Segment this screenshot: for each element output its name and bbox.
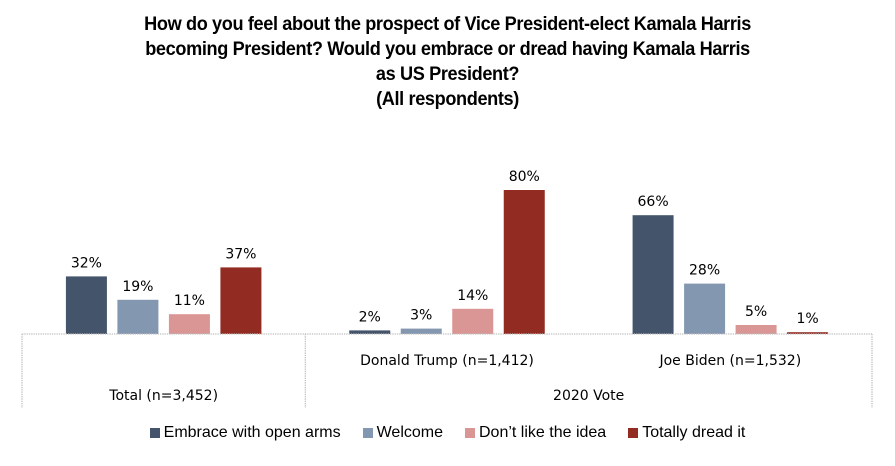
bars-layer xyxy=(65,190,829,334)
legend-label: Don’t like the idea xyxy=(479,424,607,441)
category-label: Joe Biden (n=1,532) xyxy=(658,353,801,369)
data-label: 37% xyxy=(225,246,256,262)
data-label: 19% xyxy=(122,279,153,295)
data-label: 80% xyxy=(509,169,540,185)
data-label: 66% xyxy=(638,194,669,210)
data-label: 28% xyxy=(689,263,720,279)
data-labels-layer: 32% 19% 11% 37% 2% 3% 14% 80% 66% 28% 5% 1% xyxy=(71,169,819,327)
legend-swatch xyxy=(149,428,160,438)
bar-totally-dread-it xyxy=(220,267,262,334)
data-label: 2% xyxy=(359,309,381,325)
category-label: Donald Trump (n=1,412) xyxy=(360,353,534,369)
category-group-label: 2020 Vote xyxy=(553,388,624,404)
chart-title-line: How do you feel about the prospect of Vi… xyxy=(144,13,751,35)
legend-label: Embrace with open arms xyxy=(163,424,341,441)
data-label: 32% xyxy=(71,255,102,271)
bar-don-t-like-the-idea xyxy=(452,308,494,334)
bar-don-t-like-the-idea xyxy=(735,325,777,334)
bar-totally-dread-it xyxy=(787,332,829,334)
data-label: 14% xyxy=(457,288,488,304)
legend-item-totally-dread-it: Totally dread it xyxy=(628,424,745,442)
chart-title-line: becoming President? Would you embrace or… xyxy=(145,38,750,60)
bar-don-t-like-the-idea xyxy=(168,314,210,334)
legend-item-embrace-with-open-arms: Embrace with open arms xyxy=(149,424,341,442)
chart-title-line: as US President? xyxy=(375,63,520,85)
legend-label: Welcome xyxy=(376,424,443,441)
bar-embrace-with-open-arms xyxy=(65,276,107,334)
legend-item-welcome: Welcome xyxy=(362,424,443,442)
category-axis: Total (n=3,452) Donald Trump (n=1,412) Joe… xyxy=(21,333,873,408)
category-label: Total (n=3,452) xyxy=(108,388,218,404)
data-label: 5% xyxy=(745,304,767,320)
legend-swatch xyxy=(465,428,475,438)
legend-swatch xyxy=(362,428,373,438)
chart-title-line: (All respondents) xyxy=(376,88,519,110)
bar-totally-dread-it xyxy=(503,190,545,334)
data-label: 1% xyxy=(796,311,818,327)
bar-welcome xyxy=(400,328,442,334)
data-label: 11% xyxy=(174,293,205,309)
legend-item-don-t-like-the-idea: Don’t like the idea xyxy=(465,424,606,442)
chart-title: How do you feel about the prospect of Vi… xyxy=(31,12,863,112)
bar-welcome xyxy=(117,299,159,334)
legend-label: Totally dread it xyxy=(642,424,746,441)
bar-embrace-with-open-arms xyxy=(349,330,391,334)
bar-welcome xyxy=(684,283,726,334)
data-label: 3% xyxy=(410,308,432,324)
bar-embrace-with-open-arms xyxy=(632,215,674,334)
legend-swatch xyxy=(628,428,639,438)
legend: Embrace with open arms Welcome Don’t like … xyxy=(0,424,895,442)
